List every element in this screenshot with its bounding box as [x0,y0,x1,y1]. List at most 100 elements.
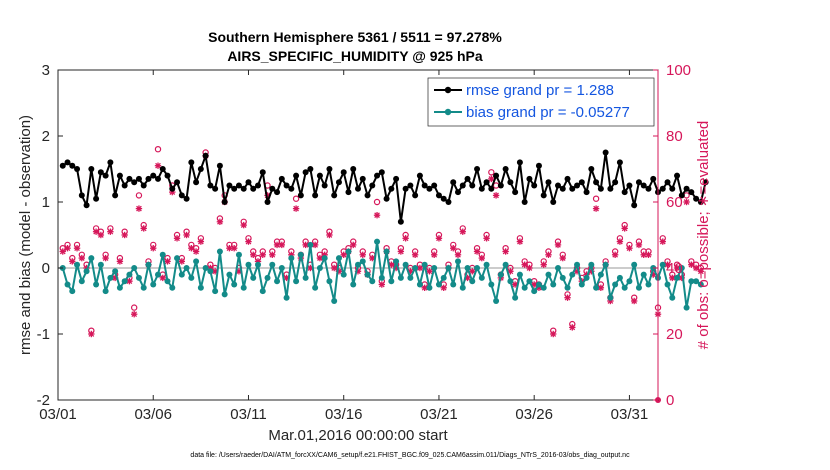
bias-point [621,284,628,291]
rmse-point [97,169,104,176]
bias-point [283,294,290,301]
bias-point [250,274,257,281]
obs-possible-point [292,195,300,202]
rmse-point [421,182,428,189]
bias-point [350,281,357,288]
rmse-point [635,179,642,186]
y-tick-label: -1 [37,326,50,343]
obs-evaluated-point [526,264,533,272]
obs-evaluated-point [426,268,433,275]
bias-point [564,284,571,291]
rmse-point [659,185,666,192]
rmse-point [559,185,566,192]
y-tick-label: 3 [42,62,50,79]
rmse-point [221,199,228,205]
x-tick-label: 03/26 [515,406,553,423]
obs-evaluated-point [554,241,562,249]
obs-evaluated-point [635,241,643,249]
x-tick-label: 03/01 [39,406,77,423]
bias-point [626,278,633,285]
obs-evaluated-point [154,162,162,169]
rmse-point [312,192,319,199]
rmse-point [393,175,400,182]
rmse-point [512,189,519,196]
bias-point [521,284,528,291]
bias-point [459,284,466,291]
bias-point [302,274,309,281]
rmse-point [383,195,390,202]
rmse-point [102,172,109,179]
rmse-point [459,182,466,189]
rmse-point [121,182,128,189]
bias-point [483,261,490,268]
rmse-point [640,182,647,189]
bias-point [112,268,119,275]
rmse-point [178,192,185,199]
rmse-point [69,162,76,169]
y-tick-label: 0 [42,260,50,277]
y-right-tick-label: 100 [666,62,691,79]
rmse-point [407,182,414,189]
rmse-point [521,199,528,205]
obs-possible-point [592,195,600,202]
rmse-point [455,189,461,196]
bias-point [407,274,414,281]
bias-point [421,261,428,268]
rmse-point [145,175,152,182]
rmse-point [78,192,85,199]
bias-point [316,265,323,271]
rmse-point [216,162,223,169]
bias-point [393,258,400,265]
bias-point [526,278,533,285]
rmse-point [502,166,509,172]
bias-point [416,281,423,288]
bias-point [535,281,542,288]
rmse-point [469,182,476,189]
obs-possible-point [373,198,381,206]
rmse-point [650,175,657,182]
obs-evaluated-point [178,258,186,265]
obs-evaluated-point [435,235,443,242]
x-axis-ticks: 03/01 03/06 03/11 03/16 03/21 03/26 03/31 [39,70,648,423]
bias-point [593,284,600,291]
bias-point [155,271,161,278]
rmse-point [578,179,585,186]
obs-evaluated-point [164,258,171,265]
obs-evaluated-point [278,241,286,249]
rmse-point [378,169,385,176]
bias-point [140,284,147,291]
rmse-point [150,172,157,179]
bias-series-layer [59,238,704,311]
bias-point [274,278,281,285]
bias-point [240,284,247,291]
rmse-point [526,175,533,182]
bias-point [326,278,333,285]
obs-evaluated-point [450,245,457,252]
legend-bias-marker [444,108,452,116]
obs-evaluated-point [516,238,524,245]
rmse-point [193,179,200,186]
bias-point [269,261,276,268]
rmse-point [345,189,352,196]
obs-evaluated-point [230,245,238,252]
rmse-point [355,185,361,192]
bias-point [202,265,209,271]
bias-point [331,298,338,304]
rmse-point [678,192,685,199]
bias-point [340,271,347,278]
rmse-point [93,195,100,202]
obs-evaluated-point [245,238,252,245]
obs-possible-point [130,304,138,311]
rmse-point [197,166,204,172]
obs-evaluated-point [616,238,624,245]
rmse-point [550,199,557,205]
rmse-point [316,172,323,179]
obs-evaluated-point [59,248,66,255]
bias-point [364,271,371,278]
chart-title: Southern Hemisphere 5361 / 5511 = 97.278… [208,29,502,45]
rmse-point [588,166,595,172]
obs-evaluated-point [545,251,552,258]
rmse-point [135,175,142,182]
legend-box [427,77,655,127]
obs-evaluated-point [159,274,166,282]
